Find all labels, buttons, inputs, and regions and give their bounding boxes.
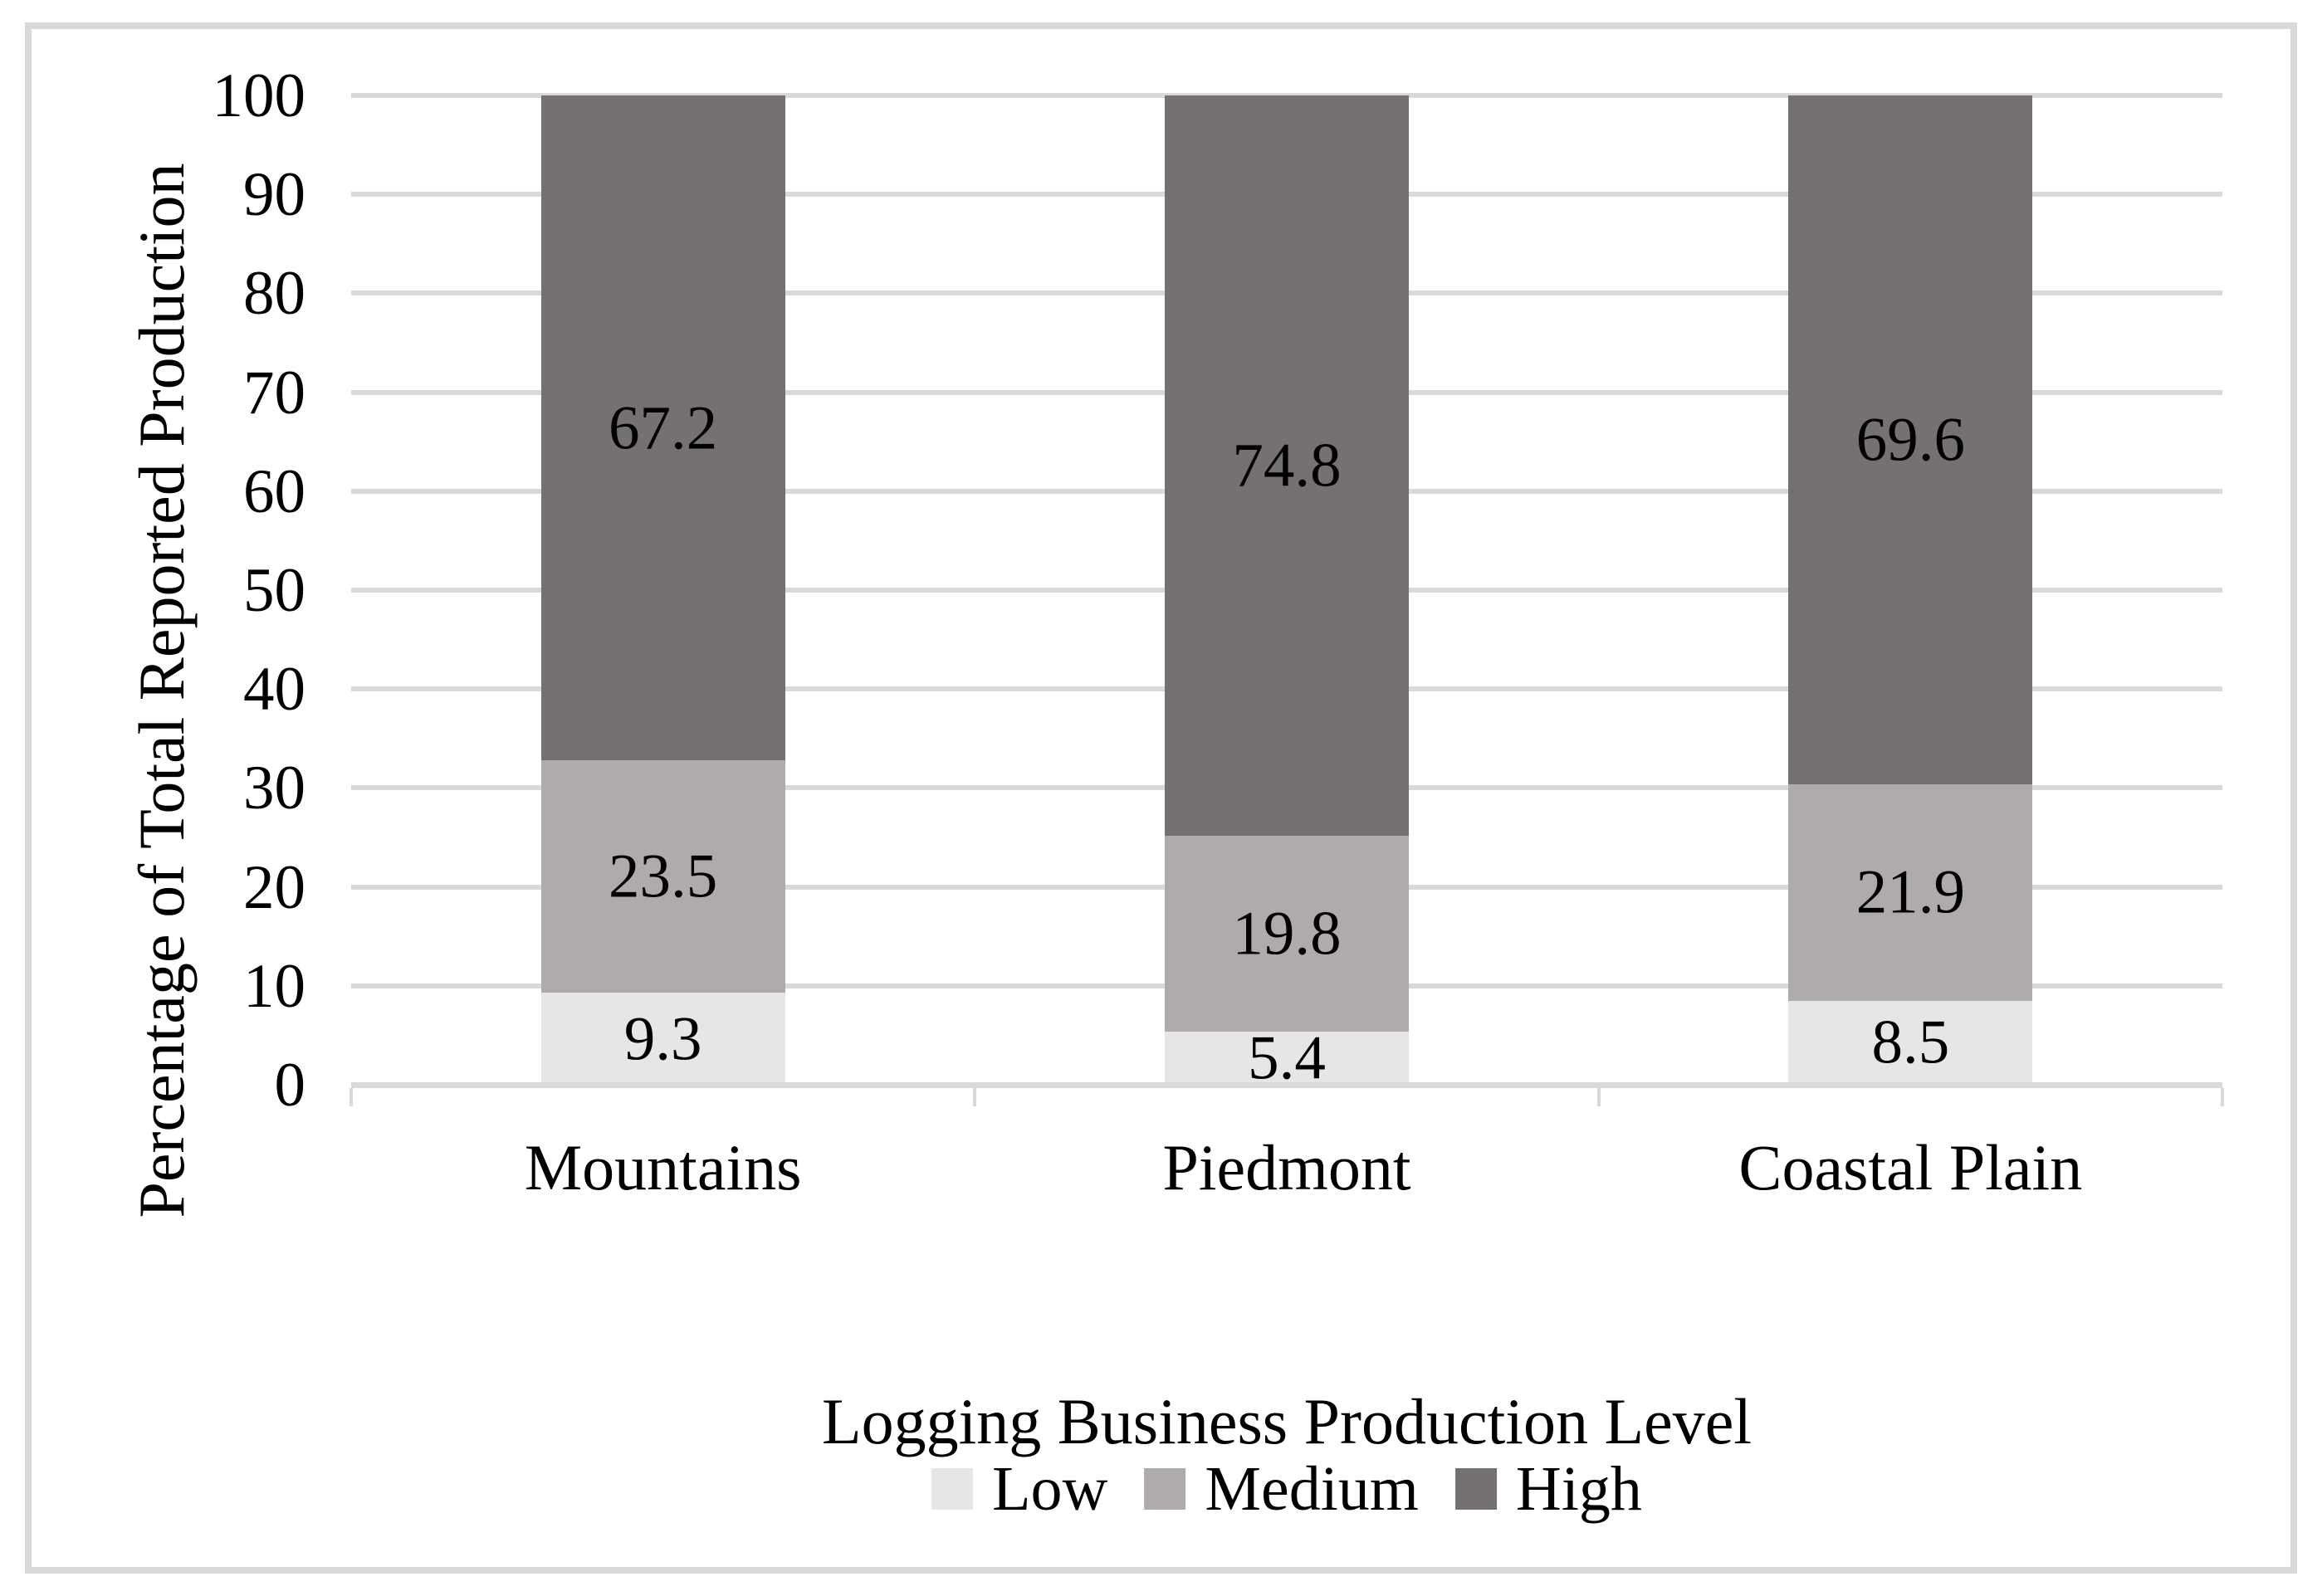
legend-swatch-medium bbox=[1144, 1468, 1186, 1510]
x-axis-line bbox=[351, 1082, 2222, 1088]
data-label: 23.5 bbox=[609, 842, 718, 911]
legend: Low Medium High bbox=[931, 1457, 1642, 1520]
legend-item-high: High bbox=[1454, 1454, 1642, 1524]
bar-segment-high bbox=[540, 95, 785, 761]
y-axis-tick-label: 30 bbox=[243, 754, 306, 823]
category-label-mountains: Mountains bbox=[524, 1131, 802, 1203]
bar-segment-low bbox=[540, 993, 785, 1085]
data-label: 5.4 bbox=[1248, 1023, 1326, 1093]
legend-label: Medium bbox=[1205, 1454, 1419, 1524]
bar-segment-high bbox=[1788, 95, 2033, 784]
bar-segment-high bbox=[1165, 95, 1409, 836]
category-label-coastal-plain: Coastal Plain bbox=[1738, 1131, 2083, 1203]
bar-segment-medium bbox=[1788, 783, 2033, 1001]
bar-segment-medium bbox=[1165, 835, 1409, 1032]
legend-item-low: Low bbox=[931, 1457, 1107, 1520]
y-axis-tick-label: 40 bbox=[243, 655, 306, 725]
plot-area: 9.3 23.5 67.2 5.4 19.8 74.8 8.5 21.9 69.6 bbox=[350, 93, 2224, 1106]
legend-label: Low bbox=[992, 1454, 1108, 1524]
legend-swatch-low bbox=[931, 1468, 974, 1510]
data-label: 8.5 bbox=[1871, 1008, 1950, 1077]
bar-segment-low bbox=[1788, 1000, 2033, 1085]
x-axis-tick-mark bbox=[2221, 1088, 2224, 1106]
legend-label: High bbox=[1515, 1454, 1642, 1524]
y-axis-tick-label: 90 bbox=[243, 160, 306, 230]
legend-title: Logging Business Production Level bbox=[821, 1385, 1752, 1457]
y-axis-tick-label: 50 bbox=[243, 556, 306, 625]
bar-segment-medium bbox=[540, 760, 785, 993]
data-label: 67.2 bbox=[609, 393, 718, 462]
data-label: 74.8 bbox=[1232, 431, 1342, 500]
y-axis-tick-label: 70 bbox=[243, 358, 306, 427]
chart-outer-border bbox=[25, 22, 2297, 1574]
y-axis-title: Percentage of Total Reported Production bbox=[125, 163, 198, 1218]
legend-swatch-high bbox=[1454, 1468, 1497, 1510]
legend-item-medium: Medium bbox=[1144, 1457, 1419, 1520]
y-axis-tick-label: 20 bbox=[243, 852, 306, 922]
x-axis-tick-mark bbox=[973, 1088, 977, 1106]
y-axis-tick-label: 60 bbox=[243, 456, 306, 526]
y-axis-tick-label: 0 bbox=[274, 1051, 306, 1120]
data-label: 69.6 bbox=[1855, 405, 1965, 475]
data-label: 21.9 bbox=[1855, 857, 1965, 927]
data-label: 9.3 bbox=[623, 1004, 702, 1074]
x-axis-tick-mark bbox=[350, 1088, 353, 1106]
y-axis-tick-label: 10 bbox=[243, 951, 306, 1021]
gridline bbox=[351, 93, 2222, 98]
data-label: 19.8 bbox=[1232, 899, 1342, 969]
bar-segment-low bbox=[1165, 1031, 1409, 1085]
y-axis-tick-label: 80 bbox=[243, 259, 306, 329]
category-label-piedmont: Piedmont bbox=[1162, 1131, 1411, 1203]
y-axis-tick-label: 100 bbox=[212, 61, 306, 130]
x-axis-tick-mark bbox=[1596, 1088, 1601, 1106]
